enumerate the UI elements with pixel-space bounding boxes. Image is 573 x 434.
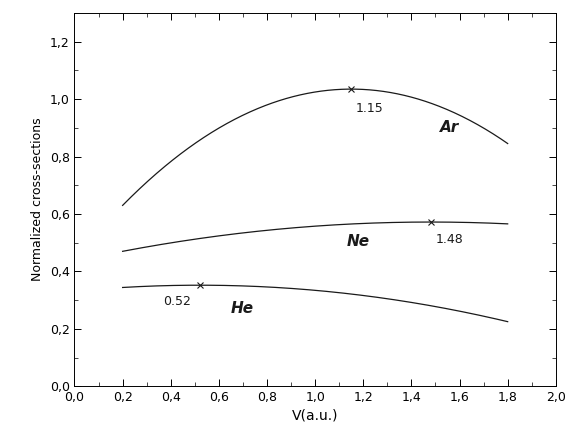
Text: Ne: Ne [347, 234, 370, 249]
Text: 1.15: 1.15 [356, 102, 384, 115]
Text: 0.52: 0.52 [163, 295, 191, 308]
Text: Ar: Ar [440, 120, 460, 135]
Text: 1.48: 1.48 [435, 233, 463, 246]
X-axis label: V(a.u.): V(a.u.) [292, 408, 339, 422]
Text: He: He [231, 301, 254, 316]
Y-axis label: Normalized cross-sections: Normalized cross-sections [31, 118, 44, 282]
